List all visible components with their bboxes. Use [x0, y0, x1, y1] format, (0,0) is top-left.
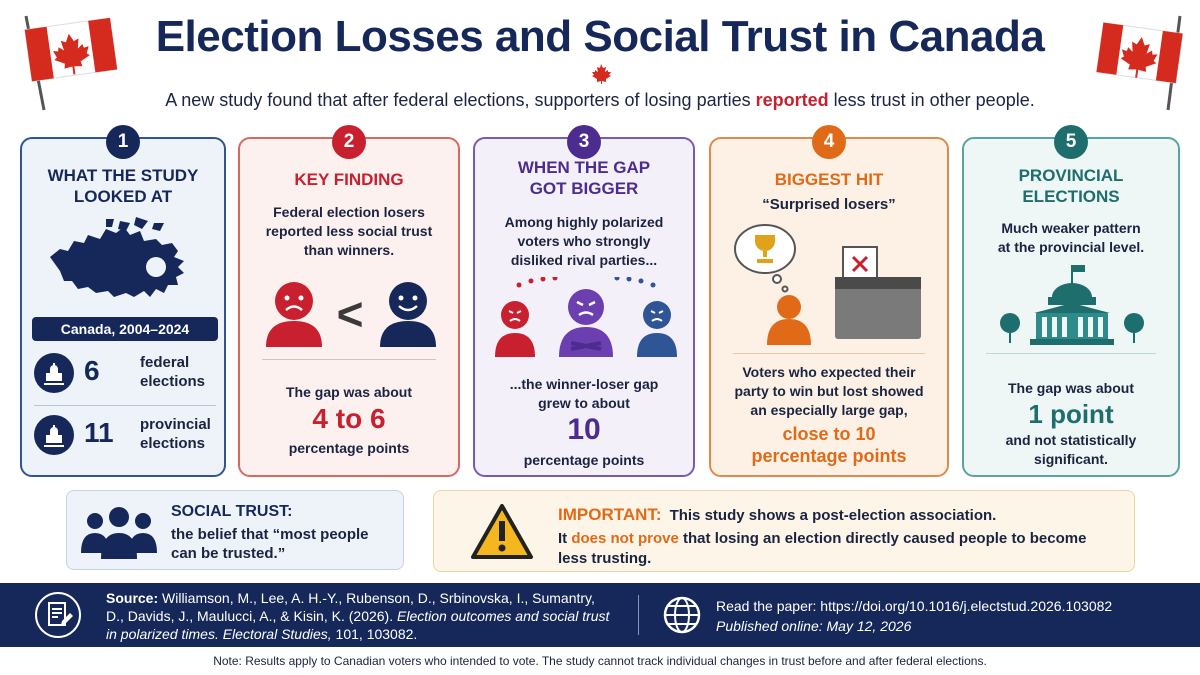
footer-separator: [638, 595, 639, 635]
card-number-badge: 4: [812, 125, 846, 159]
card-text: Voters who expected their party to win bu…: [734, 364, 924, 418]
card-title: WHAT THE STUDY LOOKED AT: [47, 166, 199, 206]
gap-value: 10: [567, 413, 601, 446]
definition-text: the belief that “most people can be trust…: [171, 526, 369, 562]
gap-intro: The gap was about: [285, 384, 412, 400]
footnote: Note: Results apply to Canadian voters w…: [213, 654, 987, 668]
footer-bar: Source: Williamson, M., Lee, A. H.-Y., R…: [0, 583, 1200, 647]
divider: [262, 359, 436, 360]
canada-flag-left-icon: [24, 15, 118, 111]
gap-intro: The gap was about: [1007, 380, 1134, 396]
stat-provincial: 11 provincial elections: [34, 409, 216, 461]
gap-note: and not statistically significant.: [1005, 432, 1137, 467]
gap-highlight: close to 10 percentage points: [751, 424, 907, 466]
card-text: Much weaker pattern at the provincial lev…: [997, 220, 1145, 255]
important-caveat: IMPORTANT: This study shows a post-electi…: [433, 490, 1135, 572]
gap-unit: percentage points: [288, 440, 410, 456]
legislature-building-icon: [1000, 265, 1144, 345]
page-subtitle: A new study found that after federal ele…: [165, 90, 1035, 110]
published-date: Published online: May 12, 2026: [716, 618, 912, 634]
surprised-loser-illustration: [734, 224, 921, 345]
people-group-icon: [81, 507, 157, 559]
source-citation: Source: Williamson, M., Lee, A. H.-Y., R…: [106, 590, 610, 642]
card-number-badge: 1: [106, 125, 140, 159]
card-study-scope: 1 WHAT THE STUDY LOOKED AT Canada, 2004–2…: [20, 125, 226, 477]
gap-value: 1 point: [1028, 399, 1114, 429]
card-text: Federal election losers reported less soc…: [265, 204, 433, 258]
divider: [986, 353, 1156, 354]
card-polarization: 3 WHEN THE GAP GOT BIGGER Among highly po…: [473, 125, 695, 477]
document-icon: [35, 592, 81, 638]
important-line2: It does not prove that losing an electio…: [558, 530, 1087, 567]
card-number-badge: 2: [332, 125, 366, 159]
gap-unit: percentage points: [523, 452, 645, 468]
social-trust-definition: SOCIAL TRUST: the belief that “most peop…: [66, 490, 404, 570]
paper-link-info: Read the paper: https://doi.org/10.1016/…: [716, 596, 1112, 636]
sad-loser-icon: [266, 282, 322, 347]
card-key-finding: 2 KEY FINDING Federal election losers rep…: [238, 125, 460, 477]
legislature-icon: [34, 415, 74, 455]
card-biggest-hit: 4 BIGGEST HIT “Surprised losers” Voters …: [709, 125, 949, 477]
definition-title: SOCIAL TRUST:: [171, 503, 293, 520]
stat-federal: 6 federal elections: [34, 347, 216, 399]
canada-flag-right-icon: [1096, 15, 1184, 111]
card-title: KEY FINDING: [294, 170, 404, 189]
happy-winner-icon: [380, 282, 436, 347]
warning-icon: [471, 504, 533, 559]
paper-link[interactable]: Read the paper: https://doi.org/10.1016/…: [716, 598, 1113, 614]
maple-leaf-icon: [592, 64, 611, 84]
less-than-symbol: <: [336, 288, 364, 340]
card-subtitle: “Surprised losers”: [762, 196, 896, 213]
globe-icon: [663, 596, 701, 634]
polarized-voters-icon: [495, 277, 677, 357]
result-text: ...the winner-loser gap grew to about: [509, 376, 659, 411]
important-line1: IMPORTANT: This study shows a post-electi…: [558, 505, 997, 524]
page-title: Election Losses and Social Trust in Cana…: [155, 12, 1045, 61]
divider: [733, 353, 925, 354]
card-number-badge: 5: [1054, 125, 1088, 159]
card-title: BIGGEST HIT: [774, 170, 884, 189]
canada-map-icon: [50, 217, 184, 297]
card-text: Among highly polarized voters who strongl…: [504, 214, 664, 268]
parliament-icon: [34, 353, 74, 393]
card-provincial: 5 PROVINCIAL ELECTIONS Much weaker patter…: [962, 125, 1180, 477]
map-label: Canada, 2004–2024: [32, 317, 218, 341]
gap-value: 4 to 6: [312, 403, 386, 434]
divider: [34, 405, 216, 406]
card-number-badge: 3: [567, 125, 601, 159]
card-title: WHEN THE GAP GOT BIGGER: [517, 158, 651, 198]
card-title: PROVINCIAL ELECTIONS: [1018, 166, 1124, 206]
